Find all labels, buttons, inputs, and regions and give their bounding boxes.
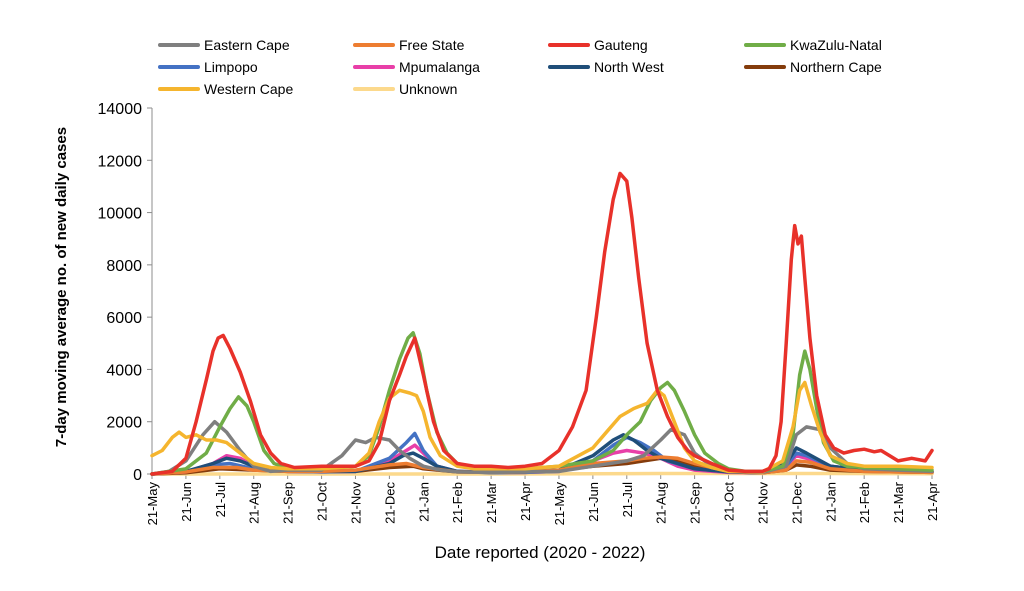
legend-label-northern-cape: Northern Cape xyxy=(790,59,882,75)
x-tick-label: 21-Aug xyxy=(654,482,669,524)
x-tick-label: 21-Dec xyxy=(789,482,804,524)
y-tick-label: 10000 xyxy=(98,206,143,223)
y-tick-label: 8000 xyxy=(106,258,142,275)
x-axis-title: Date reported (2020 - 2022) xyxy=(435,543,646,562)
x-tick-label: 21-Nov xyxy=(348,482,363,524)
legend-label-mpumalanga: Mpumalanga xyxy=(399,59,480,75)
y-tick-label: 2000 xyxy=(106,415,142,432)
x-tick-label: 21-Jan xyxy=(823,482,838,522)
legend-label-kwazulu-natal: KwaZulu-Natal xyxy=(790,37,882,53)
y-tick-label: 6000 xyxy=(106,310,142,327)
legend: Eastern Cape Free State Gauteng KwaZulu-Nat… xyxy=(158,37,882,97)
x-tick-label: 21-Mar xyxy=(891,481,906,523)
x-tick-label: 21-Sep xyxy=(688,482,703,524)
series-line-eastern-cape xyxy=(150,419,934,476)
x-tick-label: 21-Apr xyxy=(518,481,533,521)
x-tick-label: 21-Sep xyxy=(281,482,296,524)
legend-label-free-state: Free State xyxy=(399,37,465,53)
x-tick-label: 21-Jul xyxy=(620,482,635,518)
y-tick-label: 0 xyxy=(133,467,142,484)
series-line-western-cape xyxy=(150,380,934,474)
y-tick-label: 12000 xyxy=(98,153,143,170)
x-tick-label: 21-Jun xyxy=(179,482,194,522)
y-tick-label: 14000 xyxy=(98,101,143,118)
x-tick-label: 21-Jul xyxy=(213,482,228,518)
y-tick-label: 4000 xyxy=(106,362,142,379)
x-tick-label: 21-Mar xyxy=(484,481,499,523)
x-tick-label: 21-May xyxy=(145,482,160,526)
series-line-gauteng xyxy=(150,171,934,476)
x-tick-label: 21-Apr xyxy=(925,481,940,521)
plot-area xyxy=(150,171,934,476)
y-axis-title: 7-day moving average no. of new daily ca… xyxy=(53,127,70,447)
legend-label-limpopo: Limpopo xyxy=(204,59,258,75)
x-tick-label: 21-Jun xyxy=(586,482,601,522)
legend-label-eastern-cape: Eastern Cape xyxy=(204,37,290,53)
x-tick-label: 21-Feb xyxy=(450,482,465,523)
legend-label-western-cape: Western Cape xyxy=(204,81,293,97)
x-tick-label: 21-Oct xyxy=(315,482,330,521)
legend-label-north-west: North West xyxy=(594,59,664,75)
x-tick-label: 21-Aug xyxy=(247,482,262,524)
legend-label-unknown: Unknown xyxy=(399,81,457,97)
x-tick-label: 21-May xyxy=(552,482,567,526)
x-tick-label: 21-Feb xyxy=(857,482,872,523)
x-tick-label: 21-Oct xyxy=(722,482,737,521)
x-tick-label: 21-Jan xyxy=(416,482,431,522)
x-tick-label: 21-Nov xyxy=(755,482,770,524)
legend-label-gauteng: Gauteng xyxy=(594,37,648,53)
x-tick-label: 21-Dec xyxy=(382,482,397,524)
series-line-unknown xyxy=(150,471,934,476)
